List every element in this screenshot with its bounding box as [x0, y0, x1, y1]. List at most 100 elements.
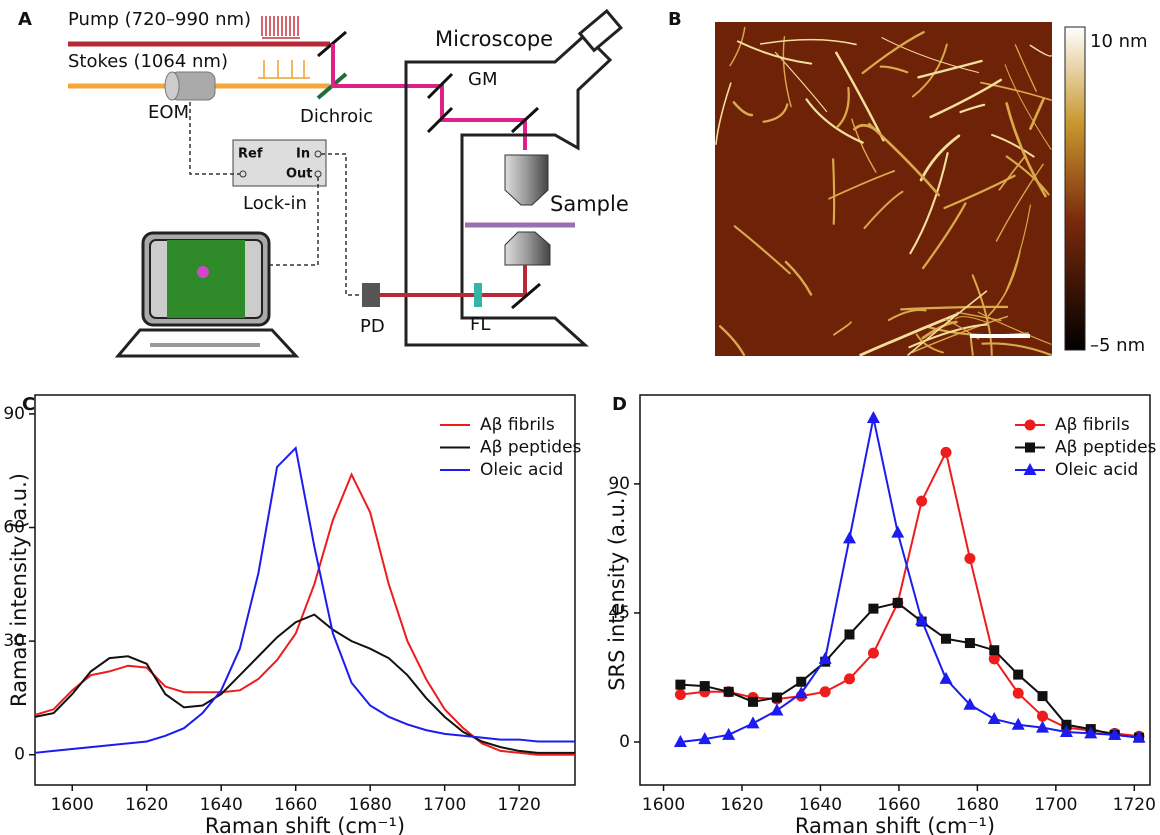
- marker: [988, 653, 1000, 665]
- marker: [842, 531, 856, 544]
- fibril: [919, 134, 961, 182]
- marker: [1037, 710, 1049, 722]
- series-line: [34, 445, 575, 754]
- marker: [1012, 687, 1024, 699]
- panel-label: C: [22, 394, 35, 415]
- screen-spot: [197, 266, 209, 278]
- afm-image: [715, 22, 1052, 356]
- marker: [771, 692, 782, 703]
- fibril: [971, 274, 993, 357]
- fibril: [718, 325, 746, 357]
- fibril: [915, 333, 944, 354]
- label: Lock-in: [243, 193, 307, 214]
- x-axis-label: Raman shift (cm⁻¹): [205, 814, 405, 835]
- marker: [1061, 719, 1072, 730]
- marker: [867, 647, 879, 659]
- marker: [818, 651, 832, 664]
- legend-label: Aβ fibrils: [1055, 415, 1130, 435]
- fibril: [832, 158, 836, 225]
- marker: [796, 676, 807, 687]
- series-line: [34, 472, 575, 756]
- x-axis-label: Raman shift (cm⁻¹): [795, 814, 995, 835]
- y-tick-label: 0: [14, 745, 25, 765]
- fibril: [784, 260, 813, 296]
- marker: [964, 552, 976, 564]
- fibril: [715, 82, 732, 145]
- cable: [189, 102, 362, 296]
- marker: [746, 716, 760, 729]
- x-tick-label: 1660: [877, 795, 920, 815]
- marker: [868, 603, 879, 614]
- marker: [1108, 727, 1122, 740]
- fibril: [1005, 155, 1050, 196]
- fibril: [782, 35, 792, 108]
- marker: [722, 727, 736, 740]
- marker: [770, 703, 784, 716]
- fibril: [881, 37, 980, 74]
- fibril: [998, 155, 1027, 191]
- fibril: [859, 313, 959, 357]
- fibril: [1005, 102, 1047, 198]
- marker: [989, 645, 1000, 656]
- marker: [674, 689, 686, 701]
- galvo-mirror: [426, 106, 454, 134]
- fibril: [879, 65, 909, 74]
- marker: [699, 681, 710, 692]
- filter: [474, 283, 482, 307]
- screen-image: [167, 240, 245, 318]
- x-tick-label: 1700: [1034, 795, 1077, 815]
- marker: [675, 679, 686, 690]
- marker: [698, 732, 712, 745]
- marker: [939, 671, 953, 684]
- marker: [1132, 730, 1146, 743]
- series-line: [680, 601, 1140, 739]
- fibril: [805, 98, 864, 144]
- eom-end: [164, 71, 180, 101]
- marker: [673, 734, 687, 747]
- fibril: [1005, 204, 1031, 293]
- legend-marker: [1025, 442, 1035, 453]
- fibril: [907, 290, 988, 356]
- legend-marker: [1024, 419, 1036, 431]
- fibril: [911, 315, 1009, 354]
- marker: [1036, 720, 1050, 733]
- marker: [892, 597, 903, 608]
- signal-beam: [370, 265, 527, 297]
- marker: [1059, 724, 1073, 737]
- fibril: [921, 202, 967, 270]
- x-tick-label: 1640: [799, 795, 842, 815]
- y-tick-label: 0: [619, 732, 630, 752]
- plot-frame: [34, 394, 576, 786]
- y-tick-label: 45: [608, 603, 630, 623]
- fibril: [981, 342, 1053, 357]
- fibril: [1004, 64, 1052, 150]
- label: Ref: [238, 147, 263, 162]
- legend-label: Aβ peptides: [480, 438, 582, 458]
- eyepiece: [577, 8, 623, 53]
- fibril: [954, 316, 988, 324]
- fibril: [863, 190, 904, 230]
- x-tick-label: 1700: [423, 795, 466, 815]
- label: EOM: [148, 102, 189, 123]
- fibril: [861, 31, 925, 75]
- label: Out: [286, 167, 313, 182]
- marker: [819, 686, 831, 698]
- colorbar: [1064, 26, 1086, 351]
- fibril: [959, 103, 986, 114]
- combined-beam: [331, 44, 527, 150]
- marker: [844, 629, 855, 640]
- label: Sample: [550, 192, 629, 216]
- condenser: [504, 231, 551, 266]
- mirror: [511, 282, 541, 310]
- marker: [987, 712, 1001, 725]
- galvo-mirror: [426, 72, 454, 100]
- series-line: [34, 613, 575, 754]
- y-tick-label: 30: [3, 631, 25, 651]
- x-tick-label: 1680: [956, 795, 999, 815]
- label: Microscope: [435, 27, 553, 51]
- colorbar-label: –5 nm: [1090, 335, 1145, 356]
- x-tick-label: 1720: [1113, 795, 1156, 815]
- marker: [1011, 717, 1025, 730]
- fibril: [991, 133, 1035, 158]
